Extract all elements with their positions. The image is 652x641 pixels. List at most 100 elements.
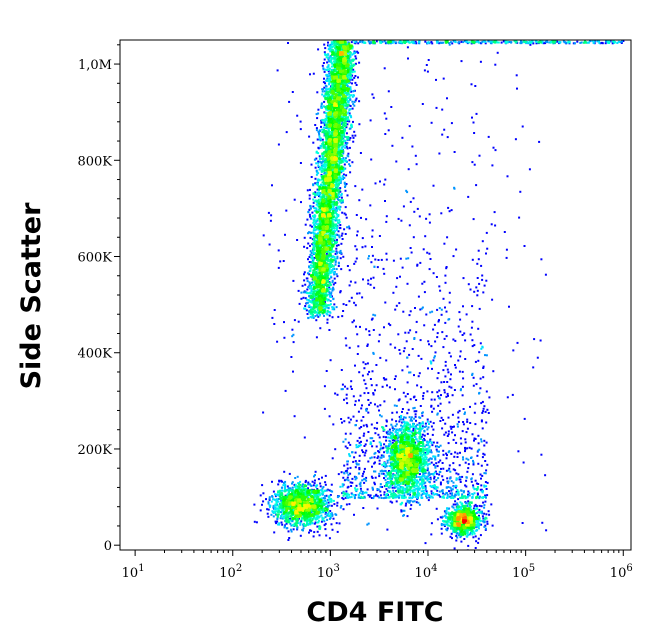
event-dot — [478, 495, 481, 498]
event-dot — [399, 418, 402, 421]
event-dot — [409, 436, 412, 439]
event-dot — [415, 438, 418, 441]
event-dot — [481, 456, 484, 459]
event-dot — [362, 434, 365, 437]
event-dot — [334, 224, 337, 227]
event-dot — [347, 59, 350, 62]
event-dot — [471, 258, 474, 261]
event-dot — [408, 125, 411, 128]
event-dot — [326, 113, 329, 116]
event-dot — [312, 201, 315, 204]
event-dot — [329, 288, 332, 291]
event-dot — [462, 305, 464, 308]
event-dot — [365, 218, 368, 221]
event-dot — [331, 220, 334, 223]
event-dot — [408, 497, 411, 499]
event-dot — [355, 257, 358, 260]
event-dot — [333, 224, 336, 227]
event-dot — [359, 483, 362, 485]
event-dot — [417, 295, 420, 298]
event-dot — [475, 286, 478, 289]
event-dot — [353, 104, 356, 107]
event-dot — [421, 478, 424, 481]
event-dot — [370, 442, 373, 445]
event-dot — [481, 411, 484, 414]
event-dot — [361, 449, 364, 452]
event-dot — [458, 478, 461, 481]
event-dot — [359, 481, 362, 484]
event-dot — [343, 492, 346, 495]
event-dot — [315, 207, 318, 210]
event-dot — [308, 304, 311, 307]
event-dot — [326, 172, 329, 175]
event-dot — [462, 491, 465, 494]
event-dot — [309, 236, 312, 239]
event-dot — [369, 378, 372, 380]
event-dot — [427, 59, 430, 61]
event-dot — [341, 201, 344, 204]
event-dot — [358, 123, 361, 126]
event-dot — [550, 40, 553, 43]
event-dot — [406, 191, 409, 194]
event-dot — [523, 245, 526, 247]
event-dot — [409, 435, 412, 438]
event-dot — [353, 262, 356, 265]
event-dot — [477, 520, 480, 523]
event-dot — [385, 445, 387, 448]
event-dot — [544, 474, 547, 477]
event-dot — [398, 349, 401, 351]
event-dot — [620, 42, 623, 44]
event-dot — [425, 493, 428, 496]
event-dot — [379, 490, 382, 493]
event-dot — [409, 329, 412, 332]
event-dot — [477, 519, 480, 522]
event-dot — [316, 517, 319, 520]
event-dot — [314, 219, 317, 222]
event-dot — [307, 272, 309, 275]
event-dot — [348, 78, 351, 81]
event-dot — [439, 410, 442, 413]
event-dot — [325, 148, 328, 151]
event-dot — [383, 451, 386, 454]
event-dot — [374, 432, 377, 435]
event-dot — [467, 490, 470, 493]
event-dot — [310, 261, 313, 264]
event-dot — [347, 118, 350, 121]
event-dot — [402, 391, 405, 394]
event-dot — [323, 58, 326, 61]
event-dot — [434, 455, 437, 458]
event-dot — [446, 381, 449, 383]
event-dot — [334, 234, 337, 237]
event-dot — [390, 435, 393, 438]
event-dot — [468, 494, 471, 497]
event-dot — [458, 311, 461, 314]
event-dot — [420, 435, 423, 438]
event-dot — [304, 291, 307, 294]
event-dot — [328, 291, 331, 294]
event-dot — [414, 413, 417, 416]
event-dot — [409, 423, 411, 426]
event-dot — [461, 430, 464, 433]
event-dot — [371, 370, 374, 373]
event-dot — [292, 333, 295, 336]
event-dot — [452, 338, 455, 341]
event-dot — [349, 432, 352, 435]
event-dot — [402, 431, 405, 434]
event-dot — [403, 494, 406, 497]
event-dot — [343, 92, 346, 94]
event-dot — [417, 476, 420, 478]
event-dot — [388, 470, 390, 472]
event-dot — [361, 492, 364, 495]
event-dot — [409, 371, 412, 374]
event-dot — [327, 250, 330, 253]
event-dot — [382, 426, 385, 429]
event-dot — [345, 469, 348, 472]
event-dot — [326, 77, 329, 80]
event-dot — [334, 392, 337, 395]
event-dot — [321, 476, 323, 479]
event-dot — [476, 277, 479, 279]
event-dot — [482, 452, 485, 455]
event-dot — [369, 204, 372, 207]
event-dot — [403, 491, 406, 494]
event-dot — [337, 191, 340, 194]
